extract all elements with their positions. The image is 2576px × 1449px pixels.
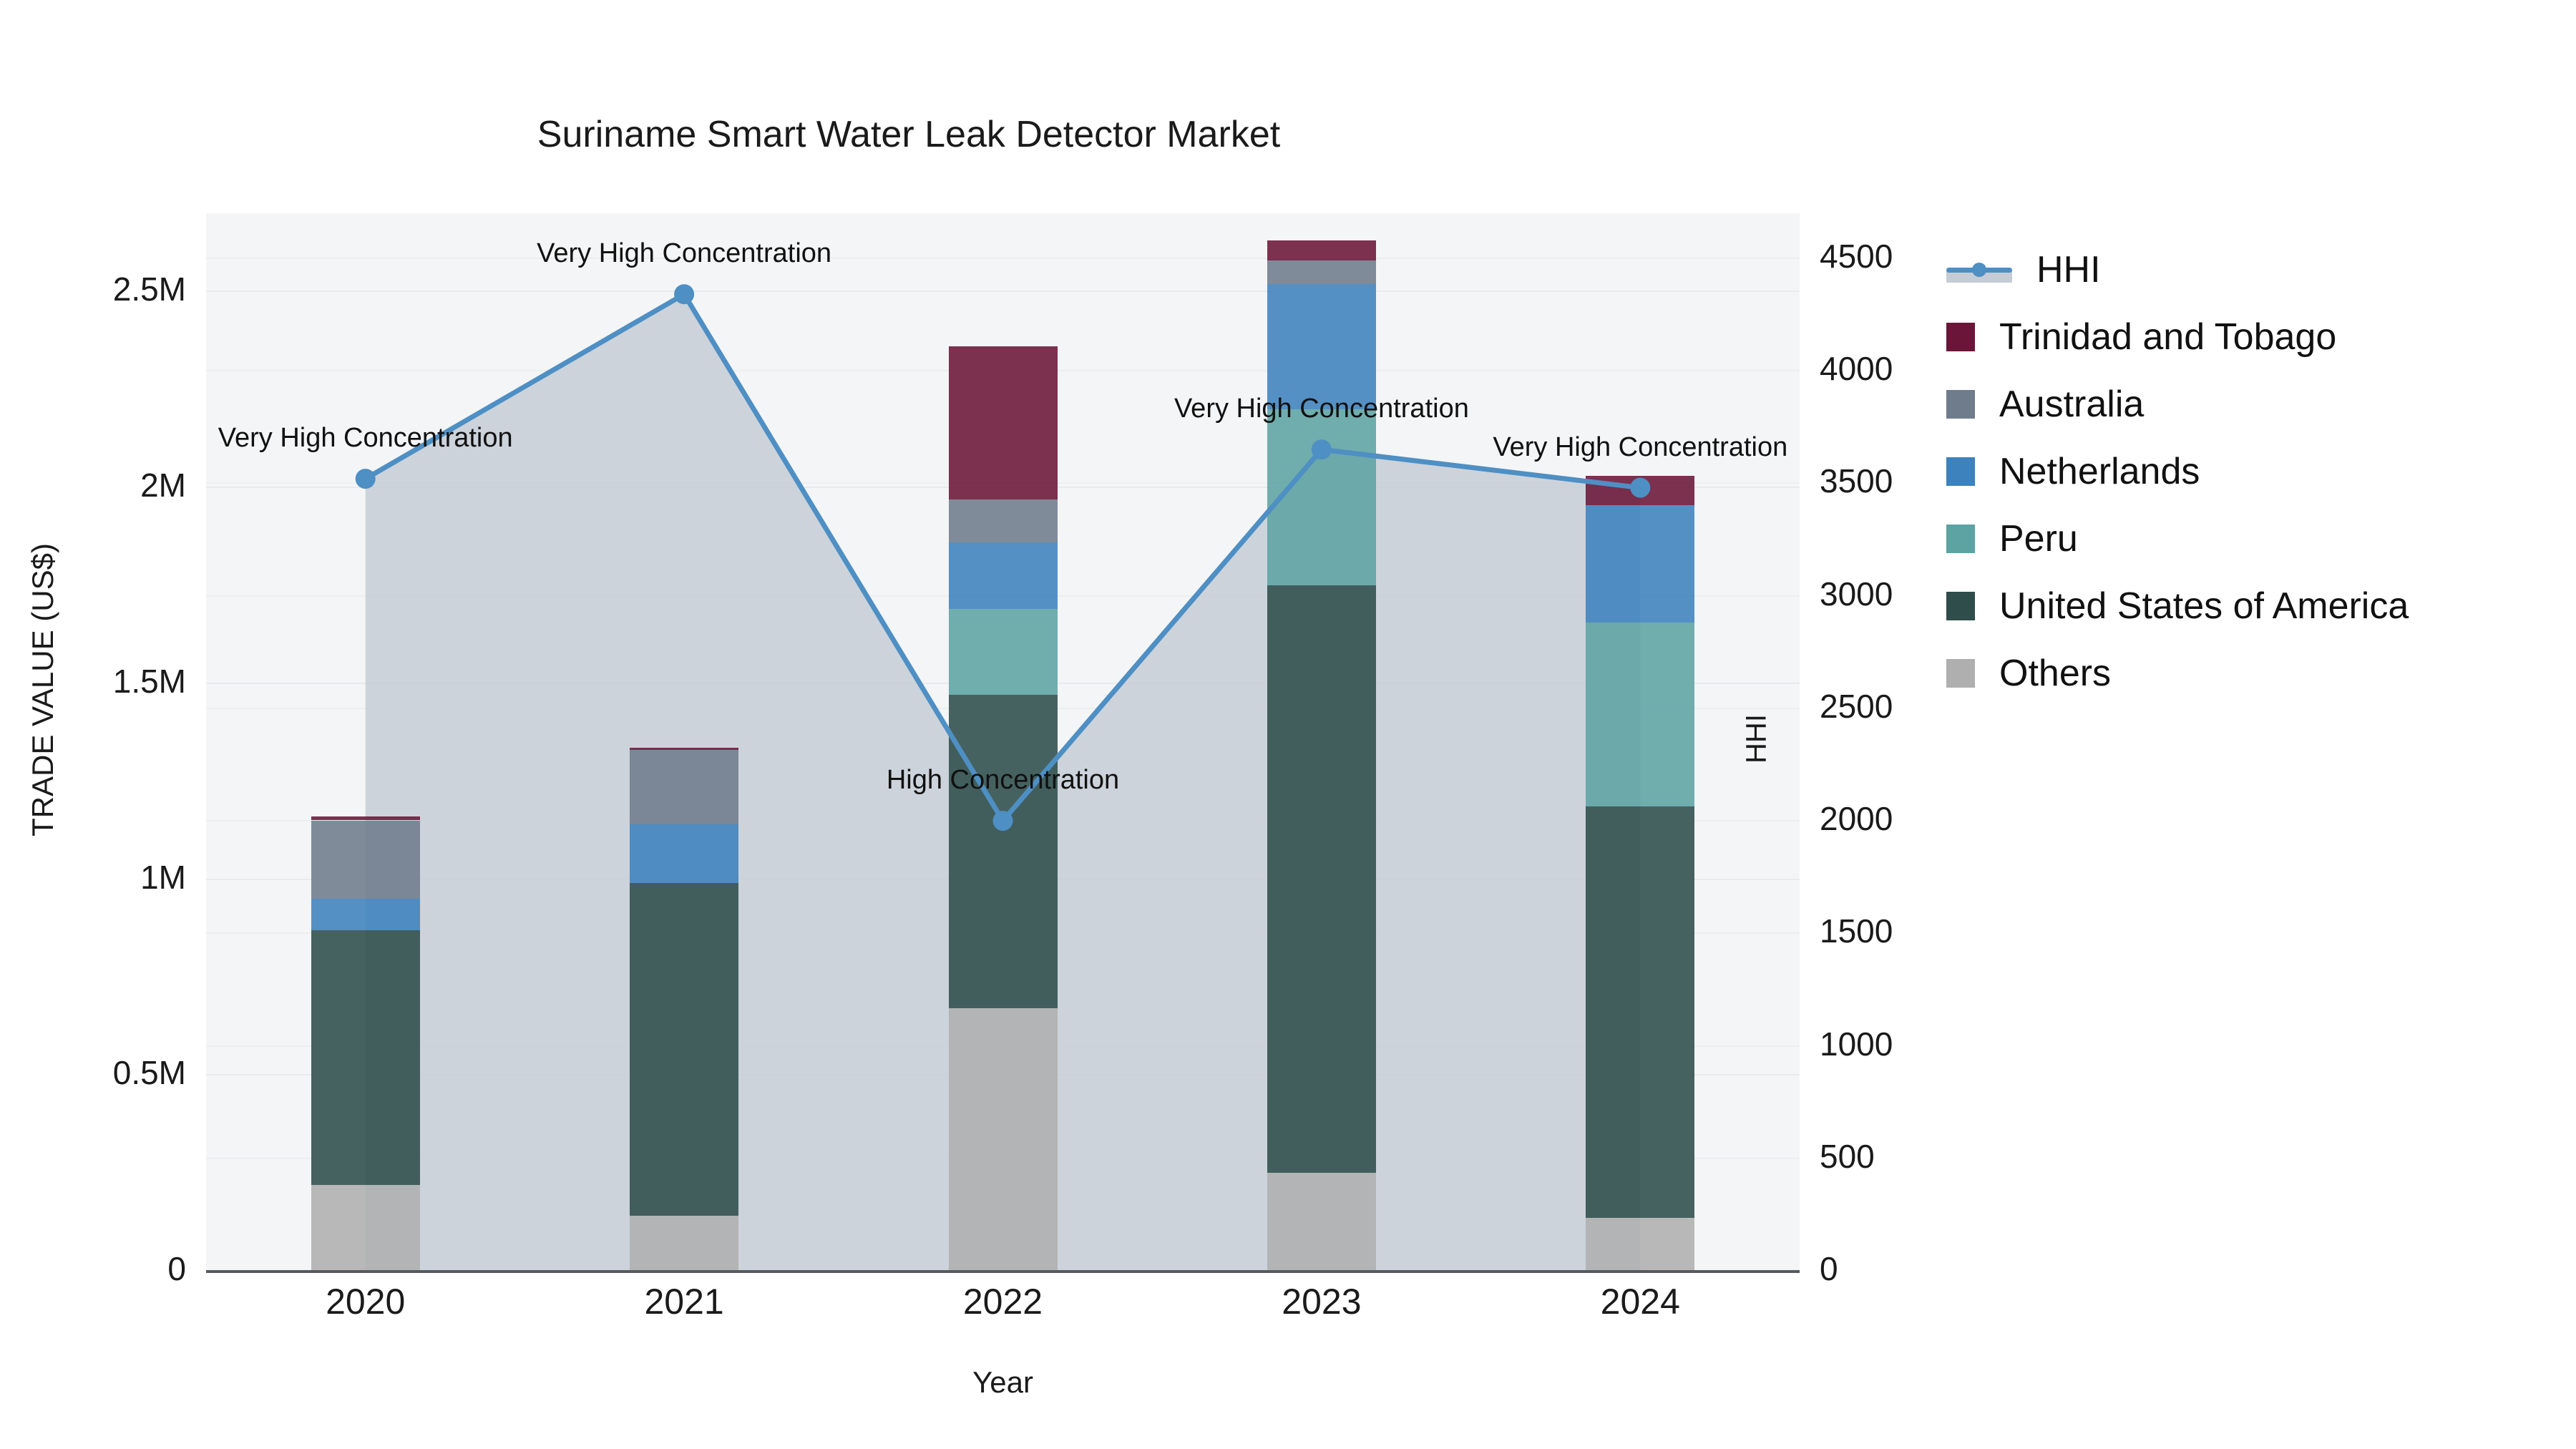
y-axis-left-title: TRADE VALUE (US$) (26, 543, 59, 836)
x-axis-line (206, 1270, 1800, 1273)
y-tick-right-0: 0 (1820, 1250, 1838, 1287)
hhi-line-icon (1946, 255, 2012, 284)
hhi-marker-2021[interactable] (674, 284, 695, 305)
legend-label: Others (1999, 653, 2112, 694)
annotation-2023: Very High Concentration (1174, 394, 1469, 424)
y-tick-left-1M: 1M (140, 858, 186, 896)
y-tick-left-0.5M: 0.5M (112, 1054, 186, 1092)
legend-label: United States of America (1999, 585, 2409, 627)
bar-segment-others[interactable] (311, 1184, 420, 1271)
y-tick-left-0: 0 (167, 1250, 186, 1287)
legend: HHI Trinidad and Tobago Australia Netherlan… (1946, 236, 2562, 707)
chart-title-line-1: Suriname Smart Water Leak Detector Marke… (537, 113, 1281, 155)
annotation-2024: Very High Concentration (1493, 431, 1788, 462)
x-tick-2022: 2022 (962, 1282, 1043, 1322)
bar-2024[interactable] (1586, 213, 1695, 1271)
bar-segment-others[interactable] (1267, 1173, 1376, 1271)
bar-segment-netherlands[interactable] (311, 898, 420, 930)
legend-item-netherlands[interactable]: Netherlands (1946, 438, 2562, 505)
bar-segment-trinidad-and-tobago[interactable] (311, 816, 420, 821)
hhi-marker-2023[interactable] (1311, 439, 1332, 460)
legend-label: Trinidad and Tobago (1999, 316, 2337, 358)
y-tick-right-500: 500 (1820, 1137, 1875, 1175)
y-tick-left-1.5M: 1.5M (112, 662, 186, 700)
legend-label: Peru (1999, 518, 2078, 560)
bar-segment-united-states-of-america[interactable] (948, 695, 1058, 1009)
legend-swatch-icon (1946, 659, 1975, 688)
bar-2021[interactable] (630, 213, 739, 1271)
hhi-polyline (364, 291, 1641, 826)
legend-label: Netherlands (1999, 451, 2200, 492)
bar-segment-others[interactable] (1586, 1218, 1695, 1271)
bar-segment-united-states-of-america[interactable] (1267, 585, 1376, 1174)
legend-swatch-icon (1946, 390, 1975, 419)
gridline-left-5 (206, 291, 1800, 293)
legend-item-others[interactable]: Others (1946, 640, 2562, 707)
y-tick-right-4000: 4000 (1820, 350, 1893, 388)
bar-segment-others[interactable] (948, 1008, 1058, 1271)
bar-segment-trinidad-and-tobago[interactable] (1267, 240, 1376, 260)
bar-segment-trinidad-and-tobago[interactable] (630, 748, 739, 750)
y-axis-right-title: HHI (1740, 714, 1772, 763)
bar-segment-united-states-of-america[interactable] (311, 930, 420, 1185)
x-tick-2020: 2020 (326, 1282, 406, 1322)
x-tick-2023: 2023 (1282, 1282, 1362, 1322)
hhi-marker-2020[interactable] (355, 469, 376, 489)
legend-item-united-states-of-america[interactable]: United States of America (1946, 572, 2562, 640)
bar-segment-peru[interactable] (1267, 409, 1376, 586)
legend-swatch-icon (1946, 457, 1975, 486)
legend-swatch-icon (1946, 323, 1975, 351)
bar-segment-australia[interactable] (630, 749, 739, 824)
y-tick-right-3500: 3500 (1820, 462, 1893, 500)
legend-item-peru[interactable]: Peru (1946, 505, 2562, 572)
hhi-marker-2024[interactable] (1630, 477, 1651, 498)
y-tick-left-2M: 2M (140, 467, 186, 504)
bar-segment-netherlands[interactable] (1586, 504, 1695, 623)
bar-segment-united-states-of-america[interactable] (630, 883, 739, 1216)
gridline-right-9 (206, 257, 1800, 259)
x-axis-title: Year (972, 1365, 1033, 1399)
legend-swatch-icon (1946, 525, 1975, 553)
y-tick-left-2.5M: 2.5M (112, 270, 186, 308)
bar-segment-others[interactable] (630, 1216, 739, 1271)
y-tick-right-2000: 2000 (1820, 800, 1893, 838)
legend-item-trinidad-and-tobago[interactable]: Trinidad and Tobago (1946, 303, 2562, 371)
legend-label: HHI (2036, 249, 2101, 291)
y-tick-right-4500: 4500 (1820, 237, 1893, 275)
annotation-2020: Very High Concentration (218, 423, 513, 454)
bar-segment-australia[interactable] (1267, 260, 1376, 284)
annotation-2021: Very High Concentration (537, 238, 832, 269)
bar-segment-australia[interactable] (948, 499, 1058, 542)
bar-segment-united-states-of-america[interactable] (1586, 806, 1695, 1219)
legend-item-hhi[interactable]: HHI (1946, 236, 2562, 303)
bar-segment-netherlands[interactable] (1267, 283, 1376, 409)
legend-swatch-icon (1946, 592, 1975, 620)
bar-2020[interactable] (311, 213, 420, 1271)
y-tick-right-1000: 1000 (1820, 1025, 1893, 1063)
bar-2022[interactable] (948, 213, 1058, 1271)
bar-segment-australia[interactable] (311, 820, 420, 899)
bar-segment-peru[interactable] (1586, 623, 1695, 807)
bar-segment-trinidad-and-tobago[interactable] (948, 346, 1058, 499)
hhi-line-series (355, 284, 1651, 831)
annotation-2022: High Concentration (886, 765, 1120, 796)
plot-area: Very High Concentration Very High Concent… (206, 213, 1800, 1272)
y-tick-right-2500: 2500 (1820, 687, 1893, 725)
x-tick-2024: 2024 (1600, 1282, 1680, 1322)
y-tick-right-1500: 1500 (1820, 912, 1893, 950)
y-tick-right-3000: 3000 (1820, 575, 1893, 613)
legend-label: Australia (1999, 384, 2145, 425)
legend-item-australia[interactable]: Australia (1946, 371, 2562, 438)
hhi-marker-2022[interactable] (992, 811, 1013, 831)
bar-segment-netherlands[interactable] (948, 542, 1058, 609)
bar-2023[interactable] (1267, 213, 1376, 1271)
bar-segment-netherlands[interactable] (630, 824, 739, 884)
bar-segment-peru[interactable] (948, 608, 1058, 696)
x-tick-2021: 2021 (644, 1282, 724, 1322)
